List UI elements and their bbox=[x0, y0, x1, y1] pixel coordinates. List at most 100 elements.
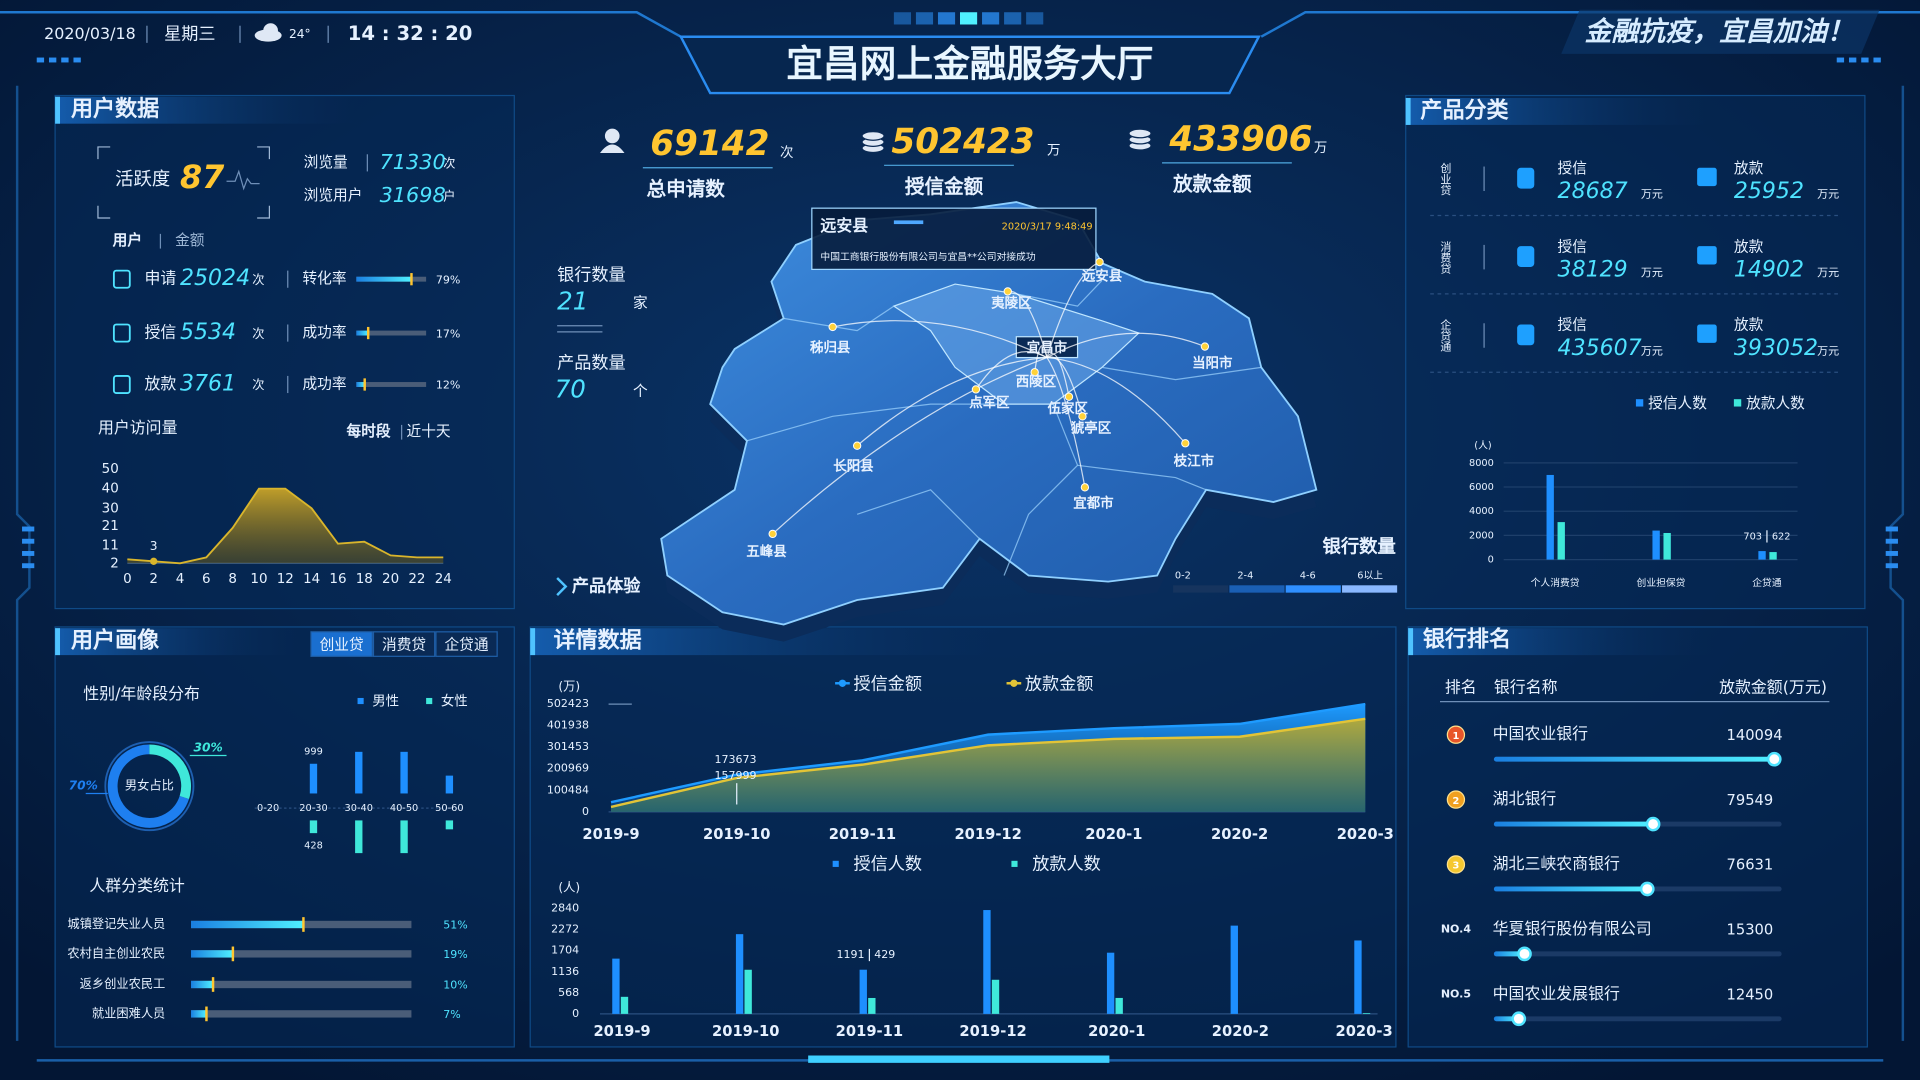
tab-box[interactable] bbox=[372, 631, 436, 657]
bar bbox=[1362, 1013, 1371, 1014]
place-dot bbox=[971, 385, 981, 394]
y-tick-label: 401938 bbox=[547, 719, 589, 732]
x-tick-label: 2020-3 bbox=[1335, 1023, 1392, 1040]
map-tooltip bbox=[811, 207, 1097, 270]
area-line bbox=[610, 702, 1366, 804]
area-line bbox=[127, 487, 444, 565]
tab-box[interactable] bbox=[310, 631, 373, 657]
value-label: 51% bbox=[443, 919, 467, 932]
count-label: 银行数量 bbox=[557, 266, 626, 286]
tab-box[interactable] bbox=[435, 631, 498, 657]
y-tick-label: 502423 bbox=[547, 697, 589, 710]
panel bbox=[1405, 94, 1866, 610]
x-tick-label: 50-60 bbox=[435, 803, 463, 814]
x-tick-label: 2019-11 bbox=[836, 1023, 903, 1040]
accent bbox=[22, 563, 35, 569]
legend-label: 2-4 bbox=[1237, 571, 1253, 582]
tab[interactable]: 创业贷 bbox=[320, 636, 364, 653]
panel-head bbox=[1408, 628, 1715, 656]
accent bbox=[1836, 57, 1845, 63]
legend-label: 放款金额 bbox=[1025, 674, 1094, 694]
flight-line bbox=[1046, 357, 1086, 488]
tooltip-title: 远安县 bbox=[820, 216, 868, 235]
rank-knob bbox=[1645, 816, 1661, 832]
views-label: 浏览量 bbox=[304, 154, 348, 171]
bar bbox=[355, 751, 363, 794]
credit-label: 授信 bbox=[1558, 317, 1587, 334]
legend-label: 4-6 bbox=[1300, 571, 1316, 582]
y-tick-label: 4000 bbox=[1469, 506, 1494, 517]
accent bbox=[893, 12, 912, 25]
weather-icon bbox=[263, 23, 278, 38]
place-label: 夷陵区 bbox=[990, 295, 1032, 312]
rank-track bbox=[1493, 951, 1782, 957]
bar bbox=[445, 775, 454, 794]
group-marker bbox=[205, 1006, 208, 1022]
place-dot bbox=[1095, 257, 1104, 267]
stat-value: 502423 bbox=[891, 122, 1034, 162]
tab[interactable]: 近十天 bbox=[407, 423, 451, 440]
bar bbox=[1115, 997, 1123, 1014]
bracket bbox=[97, 146, 270, 219]
place-dot bbox=[852, 441, 862, 450]
credit-label: 授信 bbox=[1558, 238, 1587, 255]
bar bbox=[735, 934, 744, 1014]
unit: 万元 bbox=[1641, 344, 1663, 357]
y-tick-label: 30 bbox=[102, 501, 119, 516]
x-tick-label: 0-20 bbox=[257, 803, 279, 814]
product-name: 创业贷 bbox=[1439, 162, 1452, 196]
tab[interactable]: 企贷通 bbox=[444, 635, 488, 653]
legend-swatch bbox=[1733, 399, 1742, 407]
accent bbox=[1004, 12, 1022, 25]
x-tick-label: 16 bbox=[329, 572, 346, 587]
credit-icon bbox=[1517, 246, 1535, 267]
place-label: 宜都市 bbox=[1073, 494, 1114, 511]
group-marker bbox=[231, 946, 235, 962]
tab[interactable]: 消费贷 bbox=[382, 636, 426, 653]
place-label: 西陵区 bbox=[1016, 373, 1057, 390]
x-tick-label: 创业担保贷 bbox=[1637, 576, 1686, 589]
rank: NO.5 bbox=[1441, 987, 1471, 1000]
bar bbox=[400, 751, 408, 794]
bar bbox=[1769, 552, 1777, 560]
place-dot bbox=[1181, 439, 1190, 448]
legend-label: 放款人数 bbox=[1032, 854, 1101, 874]
bank-name: 湖北银行 bbox=[1493, 789, 1557, 808]
rank-knob bbox=[1639, 881, 1655, 897]
panel-head bbox=[55, 628, 301, 656]
y-tick-label: 40 bbox=[102, 482, 119, 497]
panel-head-accent bbox=[1405, 97, 1411, 125]
place-label: 秭归县 bbox=[810, 339, 850, 356]
bar bbox=[1546, 474, 1554, 560]
weekday: 星期三 bbox=[164, 24, 215, 44]
accent bbox=[982, 12, 1000, 25]
activity-label: 活跃度 bbox=[115, 169, 170, 190]
group-label: 城镇登记失业人员 bbox=[67, 916, 165, 931]
bar bbox=[355, 820, 363, 854]
tab[interactable]: 金额 bbox=[175, 232, 205, 249]
accent bbox=[937, 12, 956, 25]
bar bbox=[309, 820, 318, 834]
y-tick-label: 8000 bbox=[1469, 458, 1494, 469]
medal bbox=[1446, 725, 1466, 744]
column-header: 排名 bbox=[1445, 678, 1477, 697]
tab[interactable]: 用户 bbox=[113, 231, 142, 249]
tab[interactable]: 每时段 bbox=[347, 422, 391, 440]
stat-value: 69142 bbox=[650, 124, 769, 164]
group-label: 就业困难人员 bbox=[92, 1005, 165, 1020]
group-bar bbox=[191, 950, 233, 958]
unit: 次 bbox=[780, 145, 793, 161]
donut-label: 男女占比 bbox=[125, 778, 174, 793]
rank-bar bbox=[1493, 951, 1525, 957]
x-tick-label: 2019-11 bbox=[829, 826, 896, 843]
group-track bbox=[191, 980, 412, 989]
accent bbox=[808, 1055, 1110, 1063]
y-tick-label: 2 bbox=[110, 556, 119, 571]
legend-label: 授信金额 bbox=[853, 674, 922, 694]
link[interactable]: 产品体验 bbox=[572, 576, 641, 597]
bar bbox=[1652, 530, 1660, 560]
unit: 次 bbox=[252, 273, 264, 287]
value-label: 703 bbox=[1743, 531, 1762, 542]
axis-unit: (万) bbox=[558, 679, 580, 693]
bar bbox=[1758, 551, 1766, 560]
